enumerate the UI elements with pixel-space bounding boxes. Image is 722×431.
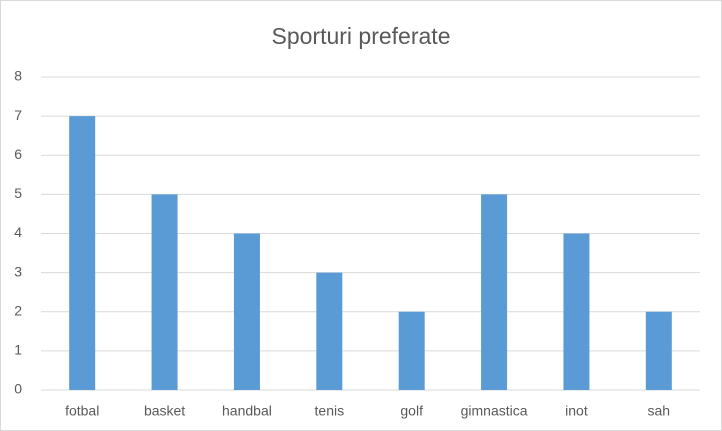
x-tick-label: gimnastica: [461, 403, 528, 419]
y-tick-label: 5: [14, 185, 22, 201]
bar: [151, 194, 178, 390]
y-tick-label: 3: [14, 263, 22, 279]
y-tick-label: 6: [14, 146, 22, 162]
x-tick-label: tenis: [315, 403, 345, 419]
bar: [563, 233, 590, 390]
y-tick-label: 8: [14, 68, 22, 84]
bar: [481, 194, 508, 390]
bar: [233, 233, 260, 390]
bar: [645, 311, 672, 390]
bar: [316, 272, 343, 390]
x-tick-label: sah: [648, 403, 671, 419]
y-tick-label: 0: [14, 381, 22, 397]
y-tick-label: 7: [14, 107, 22, 123]
bar: [398, 311, 425, 390]
y-tick-label: 1: [14, 342, 22, 358]
x-tick-label: handbal: [222, 403, 272, 419]
y-tick-label: 2: [14, 302, 22, 318]
x-tick-label: golf: [400, 403, 423, 419]
chart-title: Sporturi preferate: [272, 23, 451, 49]
x-tick-label: inot: [565, 403, 588, 419]
bar: [69, 116, 96, 390]
y-tick-label: 4: [14, 224, 22, 240]
x-tick-label: basket: [144, 403, 185, 419]
x-tick-label: fotbal: [65, 403, 99, 419]
